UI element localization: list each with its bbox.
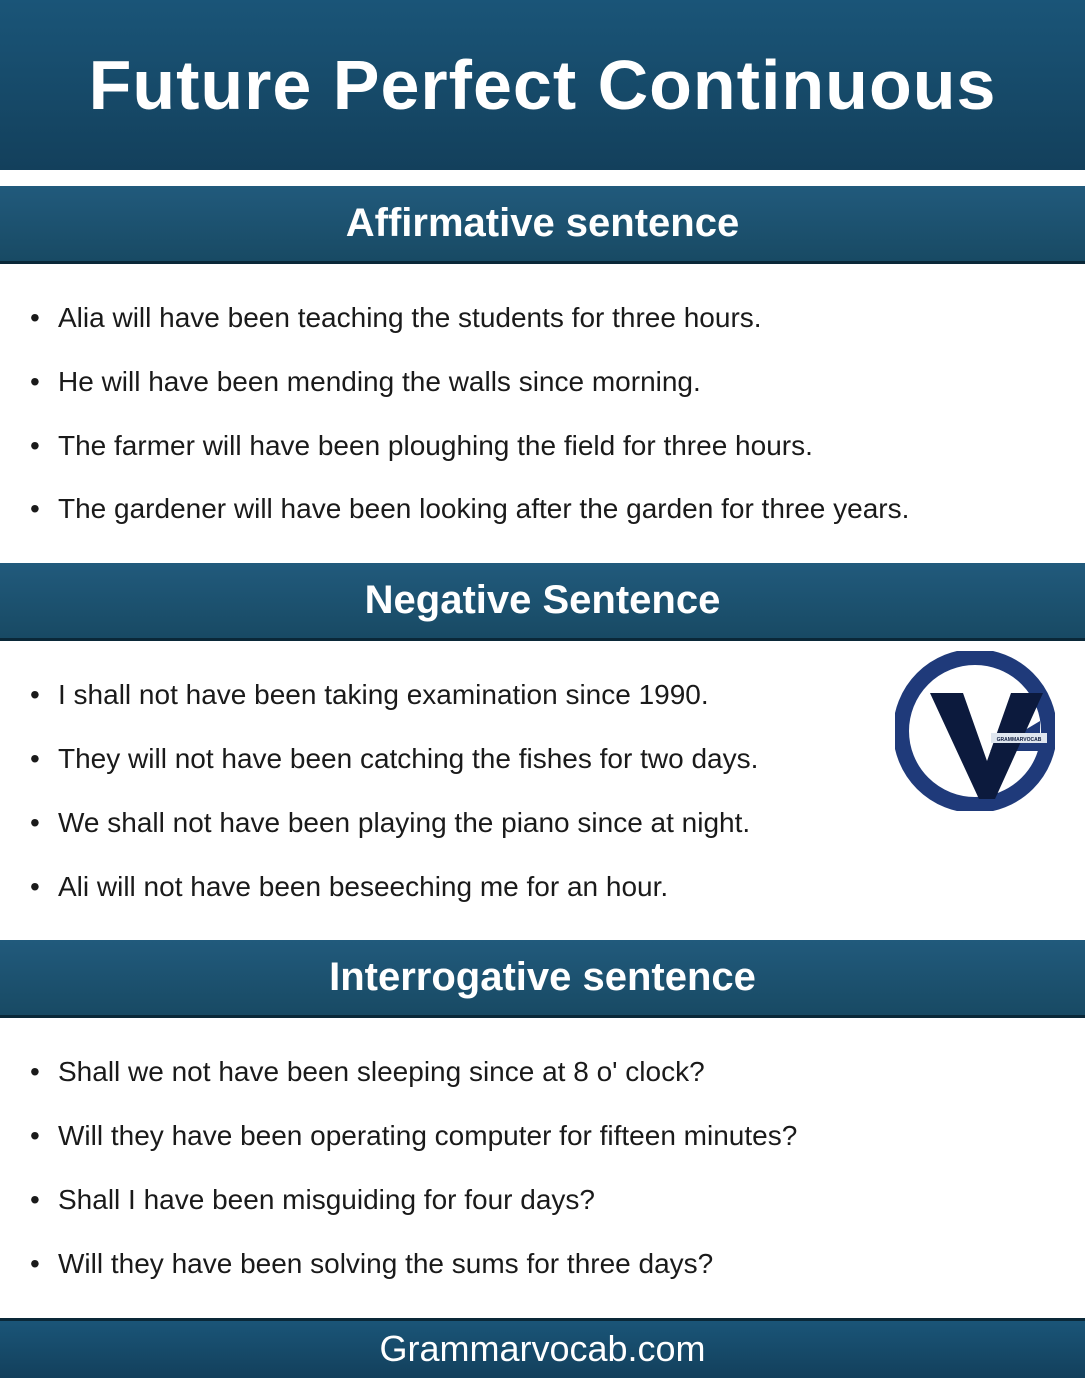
affirmative-heading: Affirmative sentence xyxy=(346,201,739,246)
footer: Grammarvocab.com xyxy=(0,1318,1085,1378)
footer-text: Grammarvocab.com xyxy=(379,1328,705,1370)
spacer xyxy=(0,170,1085,186)
interrogative-content: Shall we not have been sleeping since at… xyxy=(0,1018,1085,1317)
list-item: Shall I have been misguiding for four da… xyxy=(30,1168,1055,1232)
negative-heading: Negative Sentence xyxy=(365,578,721,623)
brand-logo-icon: GRAMMARVOCAB xyxy=(895,651,1055,811)
list-item: The farmer will have been ploughing the … xyxy=(30,414,1055,478)
interrogative-heading: Interrogative sentence xyxy=(329,955,756,1000)
interrogative-header: Interrogative sentence xyxy=(0,940,1085,1018)
list-item: They will not have been catching the fis… xyxy=(30,727,875,791)
list-item: Shall we not have been sleeping since at… xyxy=(30,1040,1055,1104)
affirmative-content: Alia will have been teaching the student… xyxy=(0,264,1085,563)
negative-header: Negative Sentence xyxy=(0,563,1085,641)
main-header: Future Perfect Continuous xyxy=(0,0,1085,170)
list-item: I shall not have been taking examination… xyxy=(30,663,875,727)
list-item: Will they have been solving the sums for… xyxy=(30,1232,1055,1296)
affirmative-list: Alia will have been teaching the student… xyxy=(30,286,1055,541)
negative-list: I shall not have been taking examination… xyxy=(30,663,875,918)
negative-content: I shall not have been taking examination… xyxy=(0,641,1085,940)
list-item: We shall not have been playing the piano… xyxy=(30,791,875,855)
list-item: The gardener will have been looking afte… xyxy=(30,477,1055,541)
interrogative-list: Shall we not have been sleeping since at… xyxy=(30,1040,1055,1295)
list-item: Will they have been operating computer f… xyxy=(30,1104,1055,1168)
list-item: Alia will have been teaching the student… xyxy=(30,286,1055,350)
affirmative-header: Affirmative sentence xyxy=(0,186,1085,264)
list-item: Ali will not have been beseeching me for… xyxy=(30,855,875,919)
page-title: Future Perfect Continuous xyxy=(89,45,997,125)
logo-text: GRAMMARVOCAB xyxy=(997,737,1042,743)
list-item: He will have been mending the walls sinc… xyxy=(30,350,1055,414)
